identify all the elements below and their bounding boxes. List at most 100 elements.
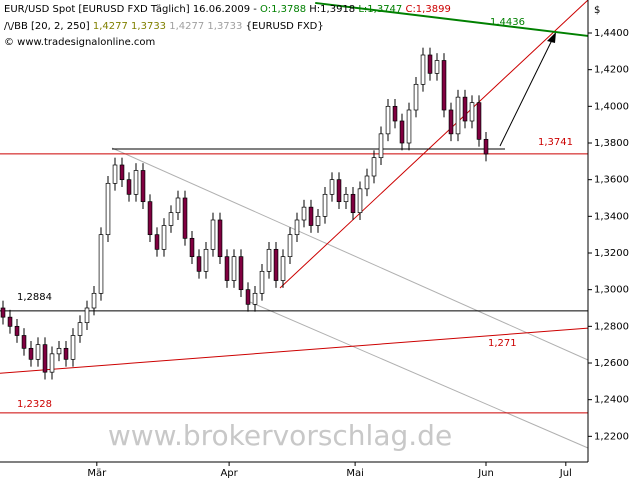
level-label: 1,271 (488, 338, 517, 349)
candle-body (140, 170, 146, 203)
candle-body (385, 105, 391, 135)
y-tick-label: 1,2600 (594, 358, 629, 369)
x-tick-label: Jul (559, 468, 572, 479)
currency: $ (594, 5, 600, 16)
candle-body (280, 256, 286, 281)
candle-body (7, 316, 13, 327)
level-line (315, 1, 589, 37)
candle-body (273, 248, 279, 281)
candle-body (406, 109, 412, 144)
candle-body (455, 96, 461, 135)
plot (0, 1, 589, 414)
level-label: 1,3741 (538, 137, 573, 148)
candle-body (476, 102, 482, 140)
candle-body (133, 170, 139, 195)
header-part: EUR/USD Spot [EURUSD FXD Täglich] 16.06.… (4, 4, 260, 15)
level-label: 1,2328 (17, 399, 52, 410)
candle-body (301, 206, 307, 221)
x-tick-label: Apr (220, 468, 238, 479)
candle-body (350, 193, 356, 214)
y-tick-label: 1,4400 (594, 28, 629, 39)
candle-body (420, 54, 426, 85)
level-label: 1,4436 (490, 17, 525, 28)
y-tick-label: 1,3600 (594, 175, 629, 186)
channel-line (111, 147, 589, 361)
candle-body (126, 179, 132, 195)
candle-body (413, 83, 419, 111)
candle-body (308, 206, 314, 226)
candle-body (105, 182, 111, 236)
x-tick-label: Mär (87, 468, 107, 479)
candle-body (21, 335, 27, 349)
header-part: 1,3733 (128, 21, 166, 32)
candle-body (259, 270, 265, 294)
arrow (499, 37, 554, 147)
header-part: H:1,3918 (306, 4, 355, 15)
candle-body (287, 234, 293, 258)
header-part: L:1,3747 (355, 4, 402, 15)
candle-body (224, 256, 230, 281)
candle-body (294, 219, 300, 236)
candle-body (161, 225, 167, 250)
candle-body (182, 197, 188, 239)
y-tick-label: 1,3800 (594, 138, 629, 149)
candle-body (427, 54, 433, 74)
candle-body (329, 179, 335, 195)
candle-body (56, 347, 62, 355)
y-tick-label: 1,3400 (594, 211, 629, 222)
header-part: {EURUSD FXD} (242, 21, 323, 32)
x-tick-label: Jun (477, 468, 494, 479)
candle-body (462, 96, 468, 122)
candle-body (35, 344, 41, 360)
candle-body (28, 347, 34, 360)
candle-body (315, 215, 321, 226)
candle-body (231, 256, 237, 281)
candle-body (266, 248, 272, 272)
candle-body (238, 256, 244, 291)
candle-body (217, 219, 223, 258)
candle-body (14, 325, 20, 336)
arrow-head (547, 32, 556, 43)
candle-body (210, 219, 216, 250)
y-tick-label: 1,2800 (594, 321, 629, 332)
candle-body (175, 197, 181, 214)
header-part: 1,4277 (90, 21, 128, 32)
y-tick-label: 1,3000 (594, 285, 629, 296)
header-part: C:1,3899 (402, 4, 451, 15)
candle-body (441, 60, 447, 111)
candle-body (63, 347, 69, 360)
candle-body (77, 322, 83, 336)
candle-body (168, 212, 174, 226)
header-line2: /\/BB [20, 2, 250] 1,4277 1,3733 1,4277 … (4, 21, 324, 32)
header-line1: EUR/USD Spot [EURUSD FXD Täglich] 16.06.… (4, 4, 451, 15)
candle-body (364, 175, 370, 190)
candle-body (147, 201, 153, 236)
candle-body (154, 234, 160, 250)
candle-body (70, 335, 76, 360)
candle-body (91, 292, 97, 309)
candle-body (119, 164, 125, 181)
candle-body (322, 193, 328, 217)
candle-body (378, 133, 384, 159)
y-tick-label: 1,4200 (594, 65, 629, 76)
y-tick-label: 1,3200 (594, 248, 629, 259)
candle-body (343, 193, 349, 203)
candle-body (392, 105, 398, 122)
candle-body (434, 60, 440, 74)
header-line3: © www.tradesignalonline.com (4, 37, 155, 48)
watermark: www.brokervorschlag.de (108, 419, 452, 452)
candle-body (98, 234, 104, 294)
candle-body (196, 256, 202, 272)
candle-body (371, 157, 377, 177)
candle-body (357, 188, 363, 214)
y-tick-label: 1,2400 (594, 395, 629, 406)
level-line (0, 327, 589, 374)
candle-body (42, 344, 48, 373)
candle-body (469, 102, 475, 122)
candle-body (399, 120, 405, 144)
candle-body (189, 237, 195, 258)
header-part: 1,4277 (166, 21, 204, 32)
candle-body (245, 289, 251, 305)
y-tick-label: 1,4000 (594, 101, 629, 112)
